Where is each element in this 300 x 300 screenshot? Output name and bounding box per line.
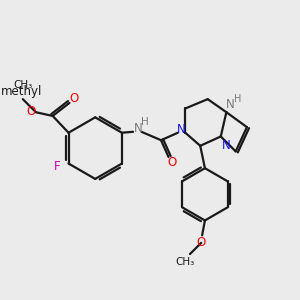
Text: F: F <box>54 160 61 173</box>
Text: N: N <box>177 122 186 136</box>
Text: CH₃: CH₃ <box>13 80 32 90</box>
Text: CH₃: CH₃ <box>176 256 195 266</box>
Text: N: N <box>222 139 231 152</box>
Text: N: N <box>134 122 143 135</box>
Text: O: O <box>27 105 36 118</box>
Text: H: H <box>141 118 149 128</box>
Text: N: N <box>226 98 235 111</box>
Text: O: O <box>70 92 79 105</box>
Text: O: O <box>196 236 206 249</box>
Text: H: H <box>234 94 241 104</box>
Text: O: O <box>168 156 177 169</box>
Text: methyl: methyl <box>1 85 43 98</box>
